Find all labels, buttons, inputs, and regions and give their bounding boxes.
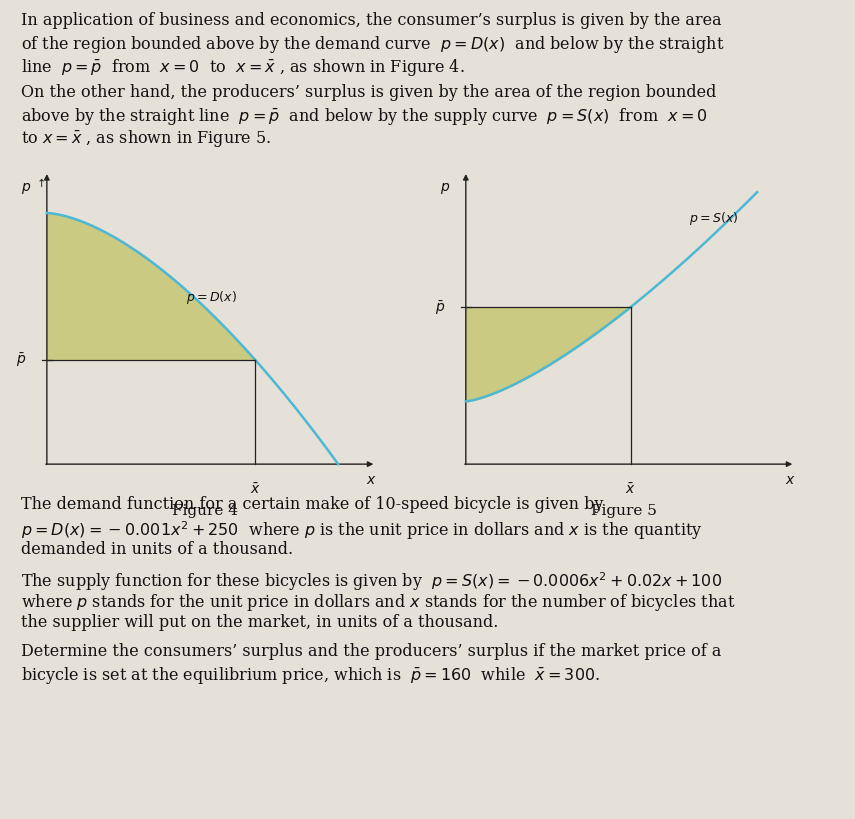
Text: The supply function for these bicycles is given by  $p = S(x) = -0.0006x^2 + 0.0: The supply function for these bicycles i… [21, 569, 722, 592]
Text: $\bar{p}$: $\bar{p}$ [435, 299, 445, 317]
Text: $x$: $x$ [366, 473, 376, 486]
Text: to $x = \bar{x}$ , as shown in Figure 5.: to $x = \bar{x}$ , as shown in Figure 5. [21, 128, 272, 149]
Text: line  $p = \bar{p}$  from  $x = 0$  to  $x = \bar{x}$ , as shown in Figure 4.: line $p = \bar{p}$ from $x = 0$ to $x = … [21, 57, 465, 78]
Text: On the other hand, the producers’ surplus is given by the area of the region bou: On the other hand, the producers’ surplu… [21, 84, 716, 101]
Text: $p$: $p$ [21, 181, 32, 197]
Text: $p = S(x)$: $p = S(x)$ [689, 210, 738, 227]
Text: demanded in units of a thousand.: demanded in units of a thousand. [21, 541, 293, 558]
Text: $\bar{x}$: $\bar{x}$ [625, 482, 636, 496]
Text: Figure 5: Figure 5 [591, 504, 657, 518]
Text: Figure 4: Figure 4 [172, 504, 239, 518]
Text: $x$: $x$ [785, 473, 795, 486]
Text: $\uparrow$: $\uparrow$ [33, 176, 44, 189]
Text: The demand function for a certain make of 10-speed bicycle is given by: The demand function for a certain make o… [21, 495, 604, 513]
Text: $p = D(x) = -0.001x^2 + 250$  where $p$ is the unit price in dollars and $x$ is : $p = D(x) = -0.001x^2 + 250$ where $p$ i… [21, 518, 703, 541]
Text: Determine the consumers’ surplus and the producers’ surplus if the market price : Determine the consumers’ surplus and the… [21, 642, 722, 659]
Text: $\bar{p}$: $\bar{p}$ [16, 351, 27, 369]
Text: $\bar{x}$: $\bar{x}$ [250, 482, 260, 496]
Text: of the region bounded above by the demand curve  $p = D(x)$  and below by the st: of the region bounded above by the deman… [21, 34, 725, 56]
Text: bicycle is set at the equilibrium price, which is  $\bar{p} = 160$  while  $\bar: bicycle is set at the equilibrium price,… [21, 664, 600, 686]
Text: $p$: $p$ [440, 181, 451, 197]
Text: where $p$ stands for the unit price in dollars and $x$ stands for the number of : where $p$ stands for the unit price in d… [21, 591, 736, 613]
Text: the supplier will put on the market, in units of a thousand.: the supplier will put on the market, in … [21, 613, 498, 631]
Text: $p = D(x)$: $p = D(x)$ [186, 289, 237, 305]
Text: In application of business and economics, the consumer’s surplus is given by the: In application of business and economics… [21, 12, 722, 29]
Text: above by the straight line  $p = \bar{p}$  and below by the supply curve  $p = S: above by the straight line $p = \bar{p}$… [21, 106, 708, 127]
